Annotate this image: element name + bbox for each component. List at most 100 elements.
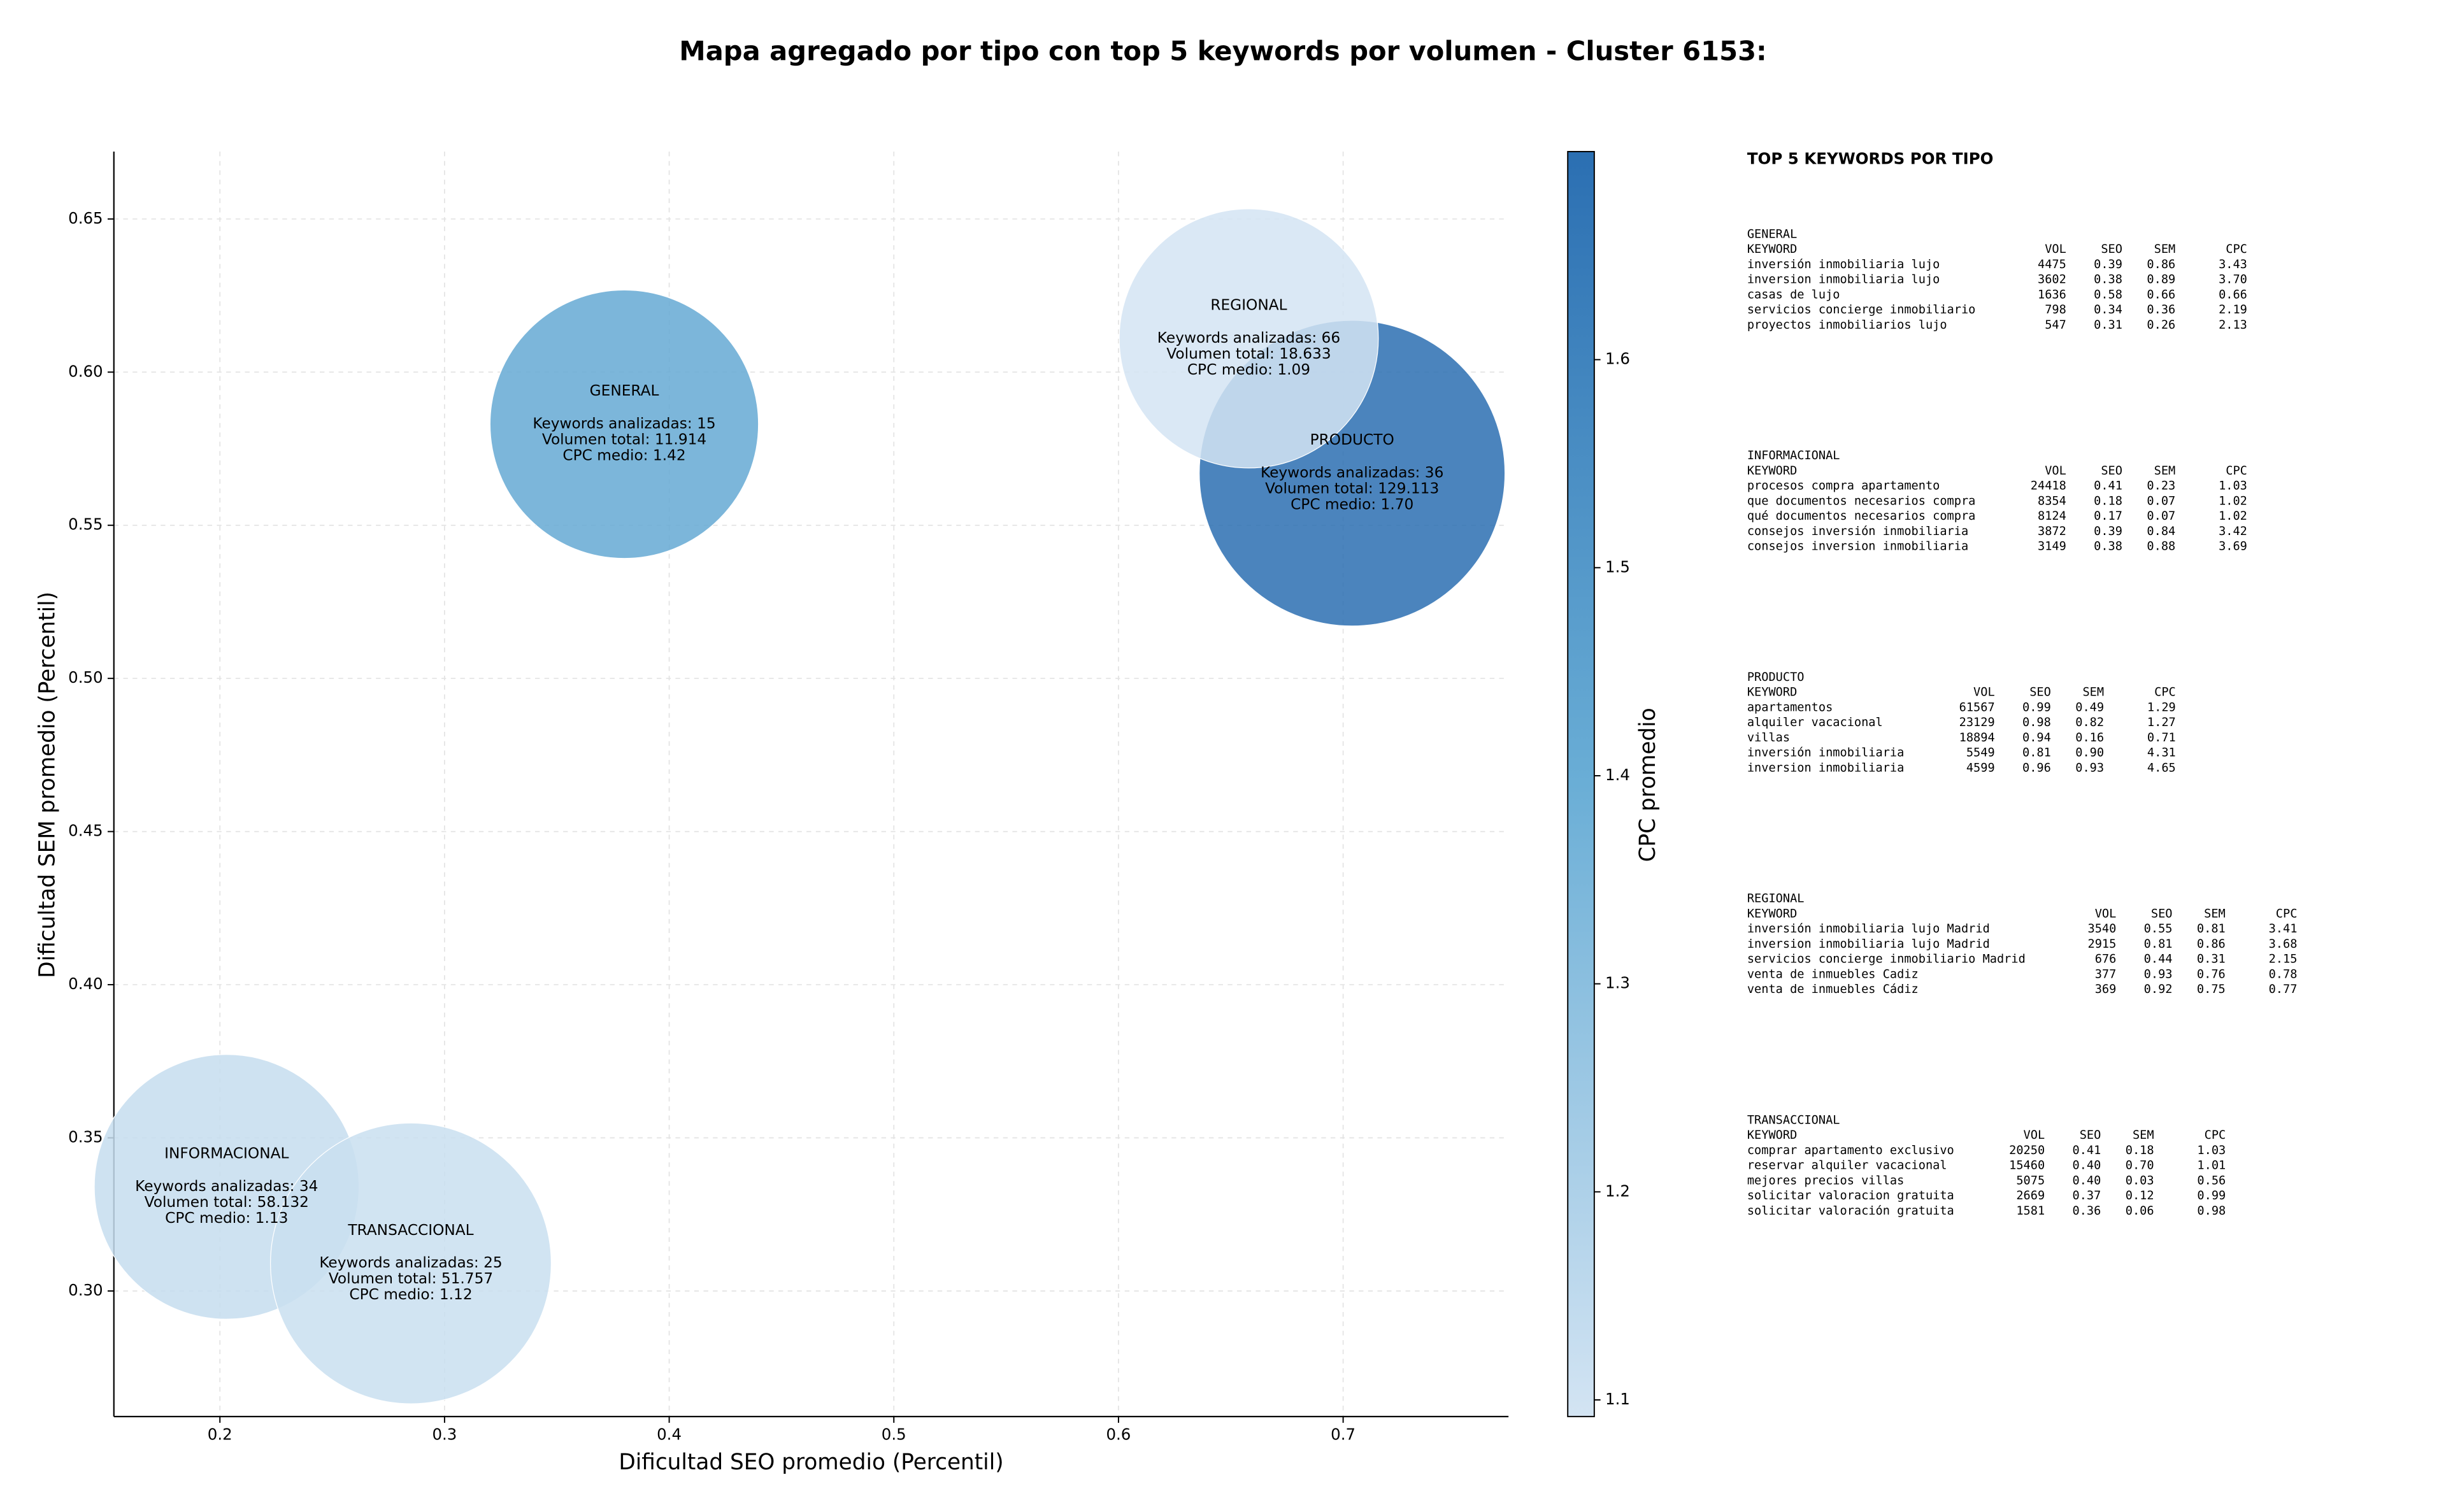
bubble-annotation: Keywords analizadas: 36 [1261, 464, 1443, 481]
table-cell: 0.66 [2219, 288, 2247, 301]
table-cell: 0.98 [2197, 1204, 2226, 1218]
table-header: SEM [2154, 464, 2176, 478]
table-cell: apartamentos [1747, 701, 1833, 714]
table-header: KEYWORD [1747, 907, 1797, 920]
table-cell: 0.41 [2094, 480, 2122, 493]
table-cell: 0.37 [2073, 1189, 2101, 1202]
bubble-annotation: Volumen total: 58.132 [145, 1194, 309, 1211]
table-cell: inversión inmobiliaria [1747, 746, 1904, 760]
table-cell: 3.68 [2269, 938, 2298, 951]
table-cell: inversion inmobiliaria lujo [1747, 273, 1940, 287]
y-tick-label: 0.65 [68, 209, 103, 227]
table-cell: inversion inmobiliaria lujo Madrid [1747, 938, 1990, 951]
table-cell: consejos inversión inmobiliaria [1747, 525, 1968, 538]
y-tick-label: 0.55 [68, 515, 103, 534]
bubble-annotation: Keywords analizadas: 34 [135, 1178, 318, 1195]
table-cell: 18894 [1959, 731, 1995, 745]
table-cell: 3.69 [2219, 540, 2247, 553]
table-cell: 0.86 [2147, 258, 2175, 271]
table-cell: 5075 [2016, 1174, 2045, 1187]
table-cell: venta de inmuebles Cádiz [1747, 983, 1919, 996]
table-cell: 0.99 [2022, 701, 2051, 714]
bubble-annotation: Volumen total: 11.914 [542, 431, 706, 448]
table-cell: 0.71 [2147, 731, 2176, 745]
colorbar-tick-label: 1.3 [1605, 974, 1630, 992]
table-header: CPC [2154, 686, 2176, 699]
table-cell: 0.40 [2073, 1174, 2101, 1187]
table-cell: 0.86 [2197, 938, 2226, 951]
table-cell: 0.55 [2144, 922, 2173, 936]
y-tick-label: 0.30 [68, 1281, 103, 1299]
bubble-annotation: CPC medio: 1.42 [562, 446, 685, 464]
bubble [269, 1122, 552, 1404]
bubble-label: INFORMACIONAL [164, 1145, 289, 1162]
colorbar-tick-label: 1.6 [1605, 350, 1630, 368]
bubble-label: GENERAL [590, 382, 659, 399]
bubble [1119, 208, 1379, 469]
table-cell: proyectos inmobiliarios lujo [1747, 318, 1947, 332]
table-cell: 369 [2095, 983, 2117, 996]
table-cell: casas de lujo [1747, 288, 1840, 301]
table-cell: 547 [2045, 318, 2066, 332]
table-cell: 0.38 [2094, 540, 2122, 553]
table-cell: 1.02 [2219, 494, 2247, 508]
table-header: SEM [2133, 1129, 2154, 1142]
bubble-annotation: CPC medio: 1.09 [1187, 361, 1310, 378]
table-cell: 5549 [1966, 746, 1995, 760]
table-cell: 0.12 [2126, 1189, 2154, 1202]
table-group-name: PRODUCTO [1747, 671, 1805, 684]
table-cell: inversion inmobiliaria [1747, 761, 1904, 774]
table-cell: 0.18 [2126, 1144, 2154, 1157]
table-cell: 0.78 [2269, 967, 2298, 981]
table-cell: 23129 [1959, 716, 1995, 729]
table-cell: 377 [2095, 967, 2117, 981]
table-cell: 8124 [2038, 510, 2066, 523]
bubble-annotation: Keywords analizadas: 66 [1157, 329, 1340, 346]
table-cell: 3540 [2088, 922, 2117, 936]
table-cell: 0.99 [2197, 1189, 2226, 1202]
table-cell: 2.19 [2219, 303, 2247, 317]
table-cell: 0.06 [2126, 1204, 2154, 1218]
table-cell: 0.16 [2075, 731, 2104, 745]
x-axis-label: Dificultad SEO promedio (Percentil) [619, 1450, 1003, 1475]
table-cell: 0.76 [2197, 967, 2226, 981]
table-cell: 1.03 [2219, 480, 2247, 493]
y-tick-label: 0.45 [68, 822, 103, 840]
table-cell: 0.58 [2094, 288, 2122, 301]
x-tick-label: 0.5 [882, 1425, 906, 1444]
bubble-annotation: Volumen total: 129.113 [1265, 480, 1439, 497]
colorbar-tick-label: 1.2 [1605, 1181, 1630, 1200]
table-cell: 0.66 [2147, 288, 2175, 301]
table-header: VOL [2045, 243, 2066, 256]
table-cell: 1.29 [2147, 701, 2176, 714]
table-cell: 1.27 [2147, 716, 2176, 729]
bubble-label: TRANSACCIONAL [347, 1222, 473, 1239]
table-cell: villas [1747, 731, 1790, 745]
table-cell: 0.41 [2073, 1144, 2101, 1157]
colorbar-tick-label: 1.5 [1605, 557, 1630, 576]
table-cell: 1581 [2016, 1204, 2045, 1218]
table-header: VOL [2024, 1129, 2045, 1142]
table-cell: 1.03 [2197, 1144, 2226, 1157]
table-cell: 3602 [2038, 273, 2066, 287]
table-cell: 3.43 [2219, 258, 2247, 271]
table-cell: mejores precios villas [1747, 1174, 1904, 1187]
table-group-name: REGIONAL [1747, 892, 1805, 906]
table-cell: 0.88 [2147, 540, 2175, 553]
table-cell: 8354 [2038, 494, 2066, 508]
table-cell: 2.13 [2219, 318, 2247, 332]
table-cell: 0.90 [2075, 746, 2104, 760]
table-header: CPC [2205, 1129, 2226, 1142]
table-cell: 0.81 [2197, 922, 2226, 936]
bubble-label: PRODUCTO [1310, 431, 1394, 448]
table-cell: 0.07 [2147, 494, 2175, 508]
table-cell: 4.65 [2147, 761, 2176, 774]
table-cell: 0.94 [2022, 731, 2051, 745]
table-cell: inversión inmobiliaria lujo [1747, 258, 1940, 271]
table-header: CPC [2226, 464, 2247, 478]
table-cell: 0.82 [2075, 716, 2104, 729]
table-header: KEYWORD [1747, 1129, 1797, 1142]
table-header: KEYWORD [1747, 686, 1797, 699]
table-cell: 0.44 [2144, 953, 2173, 966]
